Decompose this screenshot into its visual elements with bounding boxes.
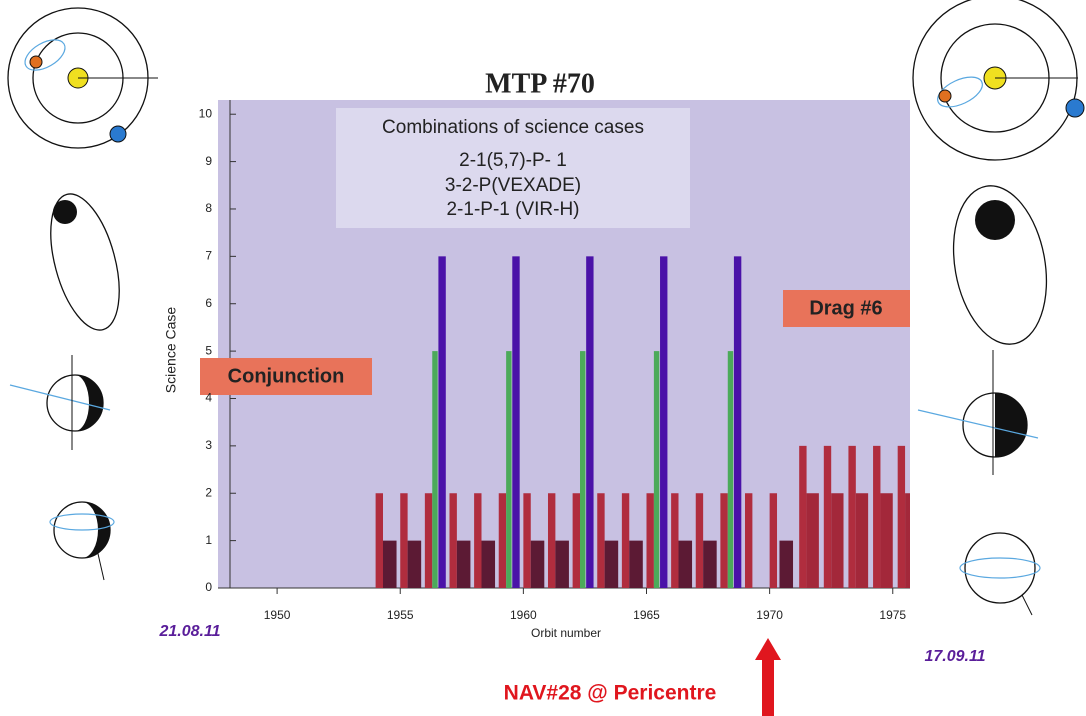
bar [653, 351, 660, 588]
bar [604, 540, 619, 588]
y-tick-label: 6 [205, 296, 212, 310]
bar [481, 540, 496, 588]
y-tick-label: 5 [205, 343, 212, 357]
conjunction-label: Conjunction [228, 365, 345, 387]
bar [823, 445, 832, 588]
bar [438, 256, 446, 588]
conjunction-box [200, 358, 372, 395]
bar [523, 493, 531, 588]
y-axis-label: Science Case [163, 307, 179, 394]
bar [703, 540, 717, 588]
bar [547, 493, 556, 588]
bar [660, 256, 668, 588]
bar [424, 493, 433, 588]
bar [498, 493, 507, 588]
science-box-line: 2-1(5,7)-P- 1 [459, 150, 567, 171]
science-box [336, 108, 690, 228]
bars [375, 256, 910, 588]
right-diagrams [912, 0, 1085, 616]
y-tick-label: 0 [205, 580, 212, 594]
y-tick-label: 7 [205, 249, 212, 263]
nav-label: NAV#28 @ Pericentre [504, 682, 717, 705]
y-tick-label: 2 [205, 485, 212, 499]
bar [779, 540, 794, 588]
bar [831, 493, 844, 588]
y-tick-label: 3 [205, 438, 212, 452]
bar [720, 493, 728, 588]
x-tick-label: 1965 [633, 608, 660, 622]
bar [873, 445, 881, 588]
science-box-line: Combinations of science cases [382, 117, 644, 138]
x-tick-label: 1950 [264, 608, 291, 622]
bar [449, 493, 457, 588]
y-tick-label: 1 [205, 533, 212, 547]
bar [530, 540, 545, 588]
bar [671, 493, 679, 588]
drag-box [783, 290, 910, 327]
bar [727, 351, 734, 588]
y-tick-label: 9 [205, 154, 212, 168]
bar [880, 493, 893, 588]
x-tick-label: 1955 [387, 608, 414, 622]
bar [848, 445, 856, 588]
x-tick-label: 1960 [510, 608, 537, 622]
start-date: 21.08.11 [158, 623, 220, 640]
science-box-line: 3-2-P(VEXADE) [445, 175, 581, 196]
bar [407, 540, 422, 588]
bar [799, 445, 807, 588]
bar [555, 540, 569, 588]
x-tick-label: 1975 [879, 608, 906, 622]
bar [806, 493, 819, 588]
bar [580, 351, 586, 588]
bar [769, 493, 778, 588]
bar [572, 493, 581, 588]
bar [597, 493, 605, 588]
bar [745, 493, 753, 588]
bar [512, 256, 520, 588]
bar [382, 540, 397, 588]
chart-title: MTP #70 [485, 68, 595, 99]
y-tick-label: 4 [205, 391, 212, 405]
bar [432, 351, 438, 588]
bar [855, 493, 869, 588]
bar [375, 493, 383, 588]
bar [621, 493, 630, 588]
science-box-line: 2-1-P-1 (VIR-H) [446, 199, 579, 220]
left-diagrams [7, 7, 158, 581]
bar [474, 493, 482, 588]
y-tick-label: 10 [199, 106, 213, 120]
bar [905, 493, 910, 588]
x-tick-label: 1970 [756, 608, 783, 622]
bar [629, 540, 643, 588]
drag-label: Drag #6 [809, 297, 882, 319]
bar [678, 540, 693, 588]
x-axis-label: Orbit number [531, 626, 601, 640]
bar [400, 493, 408, 588]
y-tick-label: 8 [205, 201, 212, 215]
end-date: 17.09.11 [924, 648, 985, 665]
bar [695, 493, 704, 588]
bar [646, 493, 654, 588]
bar [733, 256, 742, 588]
nav-arrow [755, 638, 781, 716]
bar [586, 256, 594, 588]
bar [456, 540, 471, 588]
bar [506, 351, 512, 588]
bar [897, 445, 906, 588]
